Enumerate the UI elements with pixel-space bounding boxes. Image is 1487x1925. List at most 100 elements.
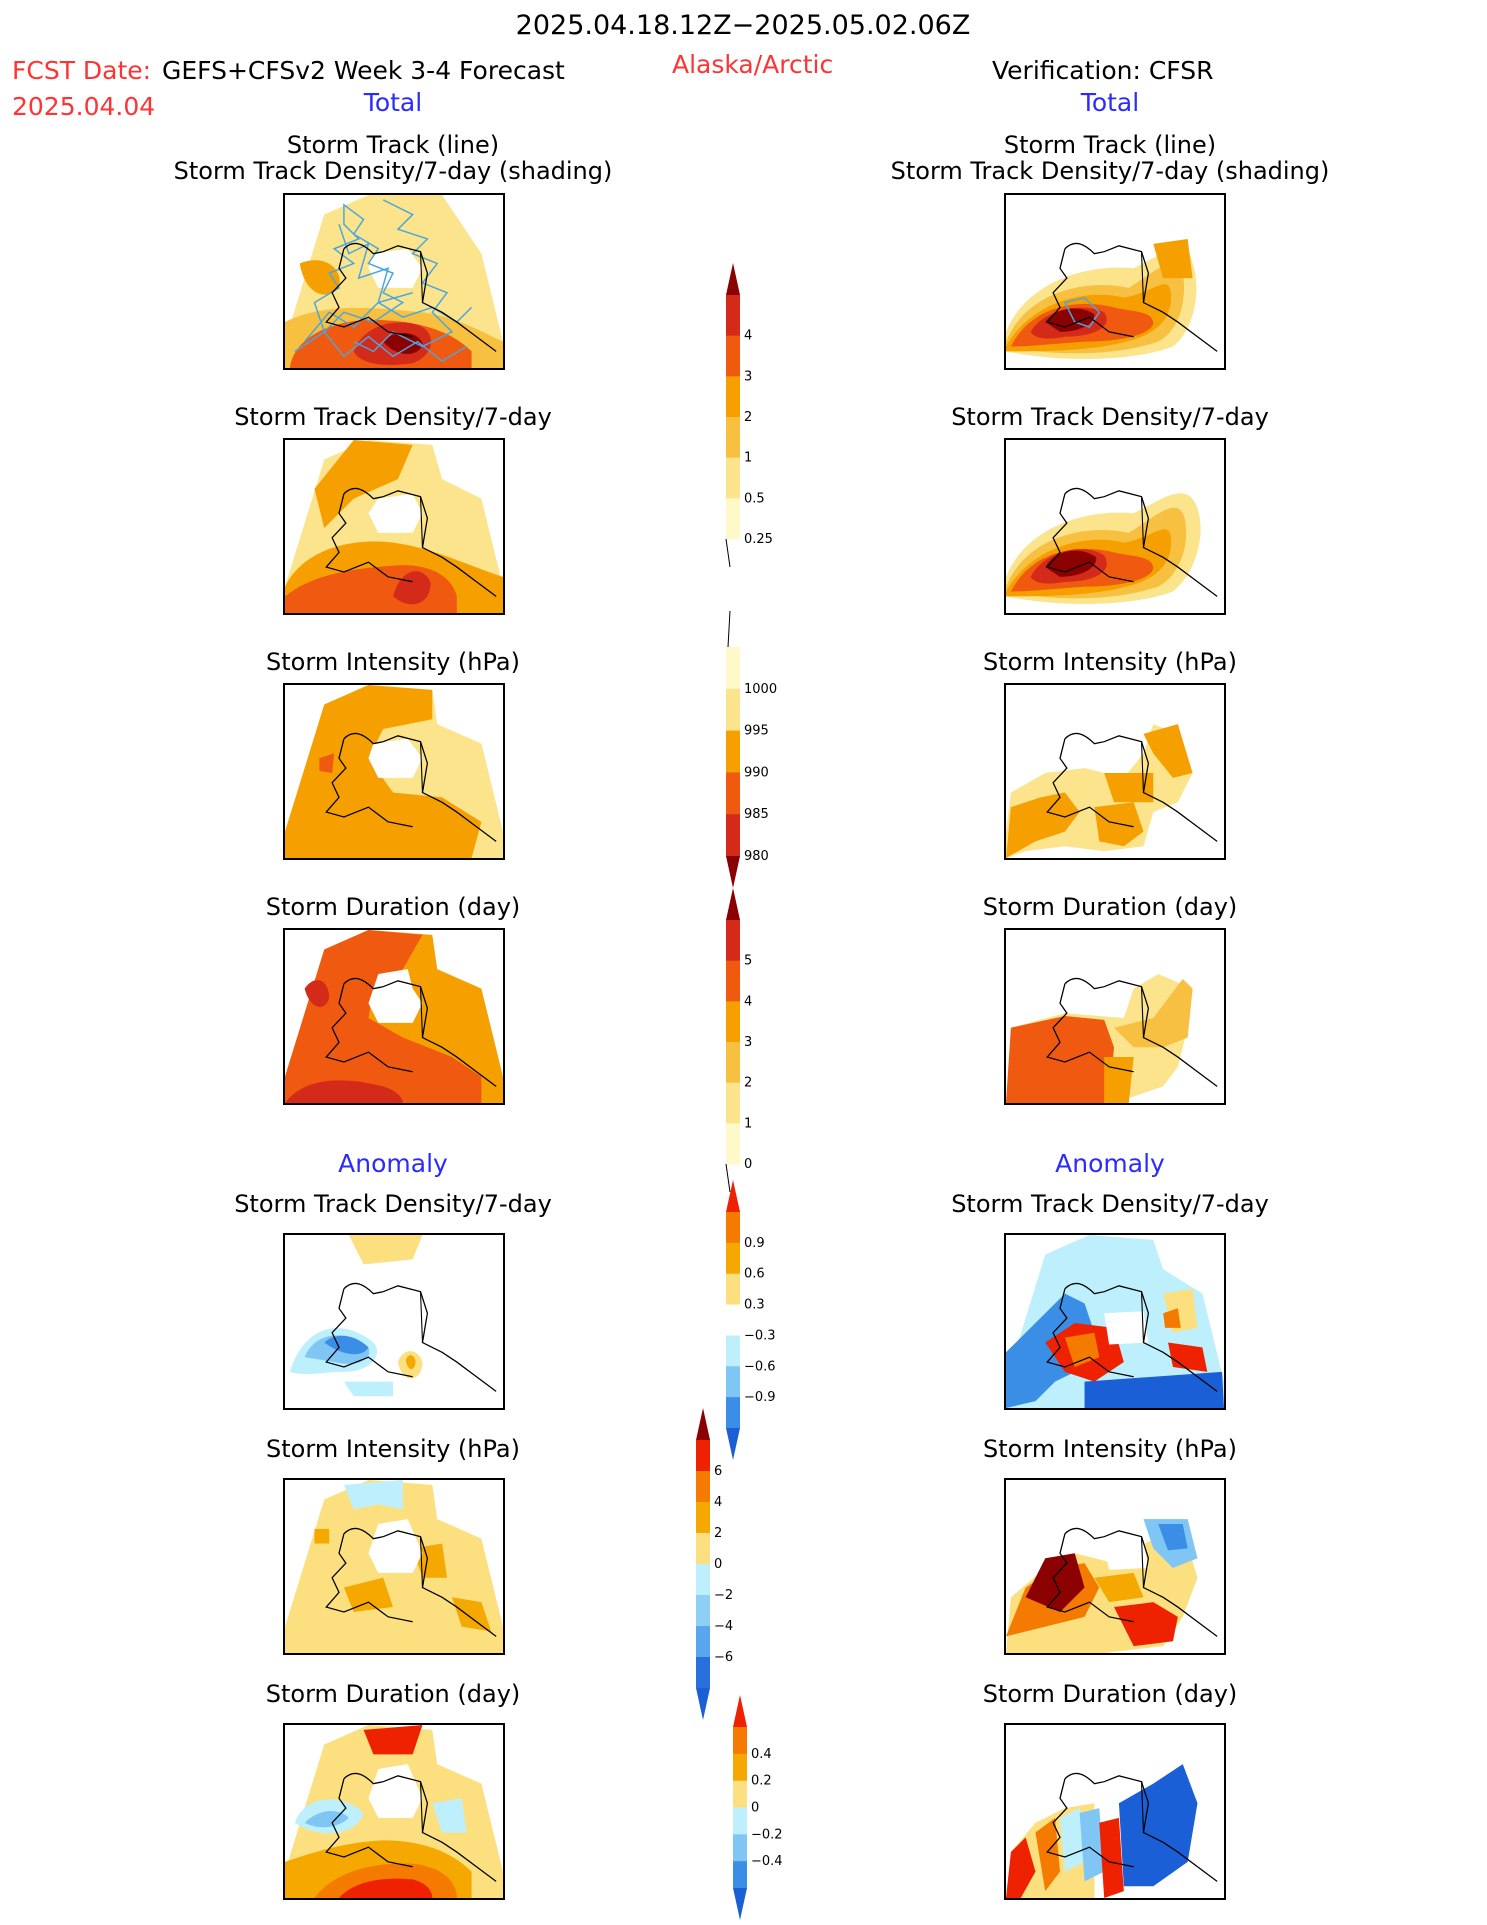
right-anom-intensity-map [1004, 1478, 1226, 1655]
colorbar-arrow-bottom [733, 1888, 747, 1920]
colorbar-tick-label: 0.5 [744, 491, 765, 506]
colorbar-segment [726, 814, 740, 857]
right-duration-title: Storm Duration (day) [982, 893, 1238, 921]
colorbar-segment [733, 1834, 747, 1862]
colorbar-segment [726, 417, 740, 459]
colorbar-tick-label: 2 [714, 1526, 722, 1541]
colorbar-tick-label: 0.4 [751, 1747, 772, 1762]
colorbar-segment [726, 1001, 740, 1043]
colorbar-segment [726, 1212, 740, 1244]
colorbar-arrow-top [726, 1180, 740, 1212]
colorbar-segment [733, 1780, 747, 1808]
colorbar-arrow-bottom [726, 856, 740, 888]
left-anom-duration-title: Storm Duration (day) [265, 1680, 521, 1708]
left-duration-title: Storm Duration (day) [265, 893, 521, 921]
colorbar-segment [726, 1397, 740, 1429]
colorbar-open-end [725, 1163, 731, 1193]
right-anom-duration-title: Storm Duration (day) [982, 1680, 1238, 1708]
colorbar-segment [726, 920, 740, 962]
colorbar-segment [726, 1242, 740, 1275]
date-range-title: 2025.04.18.12Z−2025.05.02.06Z [515, 10, 971, 41]
colorbar-tick-label: 5 [744, 954, 752, 969]
colorbar-arrow-top [696, 1408, 710, 1440]
forecast-model: GEFS+CFSv2 Week 3-4 Forecast [162, 56, 565, 85]
colorbar-arrow-bottom [726, 1428, 740, 1460]
colorbar-tick-label: −0.3 [744, 1328, 776, 1343]
colorbar-tick-label: 0.9 [744, 1236, 765, 1251]
left-track-shading-title: Storm Track Density/7-day (shading) [173, 157, 613, 185]
colorbar-tick-label: 0.6 [744, 1267, 765, 1282]
colorbar-segment [726, 960, 740, 1002]
colorbar-arrow-top [733, 1695, 747, 1727]
left-duration-map [283, 928, 505, 1105]
colorbar-segment [696, 1657, 710, 1689]
left-density-map [283, 438, 505, 615]
left-anom-density-title: Storm Track Density/7-day [234, 1190, 552, 1218]
colorbar-tick-label: 1 [744, 451, 752, 466]
colorbar-tick-label: 6 [714, 1464, 722, 1479]
right-density-map [1004, 438, 1226, 615]
colorbar-duration-total: 5 4 3 2 1 0 [720, 888, 800, 1193]
colorbar-tick-label: 0.25 [744, 532, 773, 547]
colorbar-tick-label: 4 [744, 329, 752, 344]
colorbar-tick-label: 985 [744, 807, 769, 822]
colorbar-arrow-top [726, 888, 740, 920]
left-intensity-map [283, 683, 505, 860]
colorbar-segment [696, 1626, 710, 1658]
colorbar-segment [726, 457, 740, 499]
colorbar-tick-label: 0 [714, 1557, 722, 1572]
colorbar-segment [726, 376, 740, 418]
colorbar-duration-anomaly: 0.4 0.2 0 −0.2 −0.4 [727, 1695, 807, 1920]
colorbar-open-end [727, 610, 731, 648]
right-track-shading-title: Storm Track Density/7-day (shading) [890, 157, 1330, 185]
colorbar-segment [696, 1471, 710, 1503]
left-anom-intensity-map [283, 1478, 505, 1655]
left-anom-intensity-title: Storm Intensity (hPa) [266, 1435, 520, 1463]
colorbar-segment [726, 498, 740, 540]
colorbar-tick-label: 0 [751, 1801, 759, 1816]
colorbar-tick-label: 3 [744, 369, 752, 384]
colorbar-tick-label: 0 [744, 1157, 752, 1172]
colorbar-segment [726, 1304, 740, 1336]
colorbar-segment [726, 1042, 740, 1084]
colorbar-tick-label: 990 [744, 765, 769, 780]
colorbar-tick-label: 995 [744, 724, 769, 739]
colorbar-tick-label: 3 [744, 1035, 752, 1050]
colorbar-tick-label: 1 [744, 1116, 752, 1131]
left-anom-density-map [283, 1233, 505, 1410]
left-track-line-title: Storm Track (line) [286, 131, 500, 159]
colorbar-tick-label: −2 [714, 1588, 733, 1603]
right-intensity-title: Storm Intensity (hPa) [983, 648, 1237, 676]
colorbar-segment [726, 1366, 740, 1398]
colorbar-open-end [725, 538, 731, 568]
colorbar-segment [733, 1753, 747, 1782]
right-anom-density-title: Storm Track Density/7-day [951, 1190, 1269, 1218]
colorbar-tick-label: −0.9 [744, 1390, 776, 1405]
colorbar-tick-label: −0.6 [744, 1359, 776, 1374]
colorbar-tick-label: 1000 [744, 682, 777, 697]
colorbar-segment [696, 1440, 710, 1472]
colorbar-segment [726, 295, 740, 337]
left-total-label: Total [363, 88, 423, 117]
colorbar-segment [696, 1595, 710, 1627]
colorbar-tick-label: 4 [744, 994, 752, 1009]
colorbar-segment [733, 1727, 747, 1755]
colorbar-segment [726, 1082, 740, 1124]
fcst-date-value: 2025.04.04 [12, 92, 156, 121]
colorbar-segment [726, 772, 740, 815]
region-label: Alaska/Arctic [672, 50, 834, 79]
right-anom-density-map [1004, 1233, 1226, 1410]
right-track-line-map [1004, 193, 1226, 370]
colorbar-tick-label: −6 [714, 1650, 733, 1665]
colorbar-segment [726, 647, 740, 690]
colorbar-tick-label: 0.3 [744, 1298, 765, 1313]
colorbar-segment [726, 335, 740, 377]
right-anom-duration-map [1004, 1723, 1226, 1900]
right-intensity-map [1004, 683, 1226, 860]
colorbar-segment [696, 1564, 710, 1596]
colorbar-tick-label: 980 [744, 849, 769, 864]
colorbar-tick-label: −0.2 [751, 1827, 783, 1842]
colorbar-tick-label: −4 [714, 1619, 733, 1634]
colorbar-tick-label: −0.4 [751, 1854, 783, 1869]
right-anom-intensity-title: Storm Intensity (hPa) [983, 1435, 1237, 1463]
